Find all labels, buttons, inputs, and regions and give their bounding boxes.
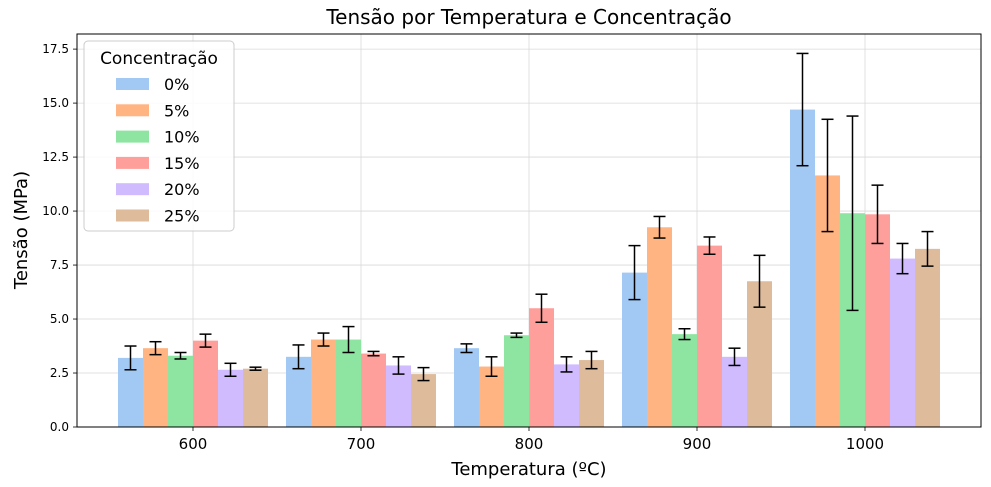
legend-box xyxy=(83,40,235,232)
x-tick-label: 800 xyxy=(515,435,544,453)
legend-label: 25% xyxy=(164,207,200,226)
legend-title: Concentração xyxy=(100,49,218,69)
legend-swatch xyxy=(116,78,149,90)
legend-label: 15% xyxy=(164,154,200,173)
bar xyxy=(697,245,722,427)
y-tick-label: 7.5 xyxy=(50,258,69,272)
bar xyxy=(890,258,915,427)
bar xyxy=(554,364,579,427)
bar xyxy=(672,334,697,427)
bar xyxy=(579,360,604,427)
legend-label: 5% xyxy=(164,101,189,120)
bar xyxy=(168,355,193,427)
bar xyxy=(243,368,268,427)
bar xyxy=(529,308,554,427)
legend-label: 10% xyxy=(164,128,200,147)
y-axis-label: Tensão (MPa) xyxy=(11,171,32,290)
x-tick-label: 700 xyxy=(347,435,376,453)
bar xyxy=(504,335,529,427)
bar xyxy=(143,348,168,427)
y-tick-label: 0.0 xyxy=(50,420,69,434)
legend-swatch xyxy=(116,156,149,169)
bar xyxy=(218,369,243,427)
y-tick-label: 12.5 xyxy=(42,150,69,164)
bar xyxy=(411,374,436,427)
y-axis-ticks: 0.0 2.5 5.0 7.5 10.0 12.5 15.0 17.5 xyxy=(42,42,77,434)
bar xyxy=(386,365,411,427)
bar xyxy=(336,339,361,427)
bar xyxy=(865,214,890,427)
legend: Concentração 0% 5% 10% 15% 20% 25% xyxy=(83,40,235,232)
x-axis-ticks: 600 700 800 900 1000 xyxy=(179,427,884,453)
legend-label: 20% xyxy=(164,180,200,199)
y-tick-label: 15.0 xyxy=(42,96,69,110)
bar xyxy=(915,248,940,427)
bar xyxy=(454,348,479,427)
error-bars xyxy=(124,52,934,382)
legend-swatch xyxy=(116,130,149,143)
legend-swatch xyxy=(116,209,149,222)
bar xyxy=(193,340,218,427)
bar xyxy=(647,227,672,427)
x-tick-label: 1000 xyxy=(846,435,884,453)
legend-label: 0% xyxy=(164,75,189,94)
legend-swatch xyxy=(116,183,149,196)
bar xyxy=(311,339,336,427)
legend-swatch xyxy=(116,104,149,117)
x-tick-label: 900 xyxy=(683,435,712,453)
bars xyxy=(118,109,940,428)
y-tick-label: 5.0 xyxy=(50,312,69,326)
chart-title: Tensão por Temperatura e Concentração xyxy=(325,5,731,29)
legend-items: 0% 5% 10% 15% 20% 25% xyxy=(116,75,200,226)
x-axis-label: Temperatura (ºC) xyxy=(450,459,606,480)
bar xyxy=(361,353,386,427)
y-tick-label: 17.5 xyxy=(42,42,69,56)
y-tick-label: 2.5 xyxy=(50,366,69,380)
bar xyxy=(722,356,747,427)
y-tick-label: 10.0 xyxy=(42,204,69,218)
x-tick-label: 600 xyxy=(179,435,208,453)
